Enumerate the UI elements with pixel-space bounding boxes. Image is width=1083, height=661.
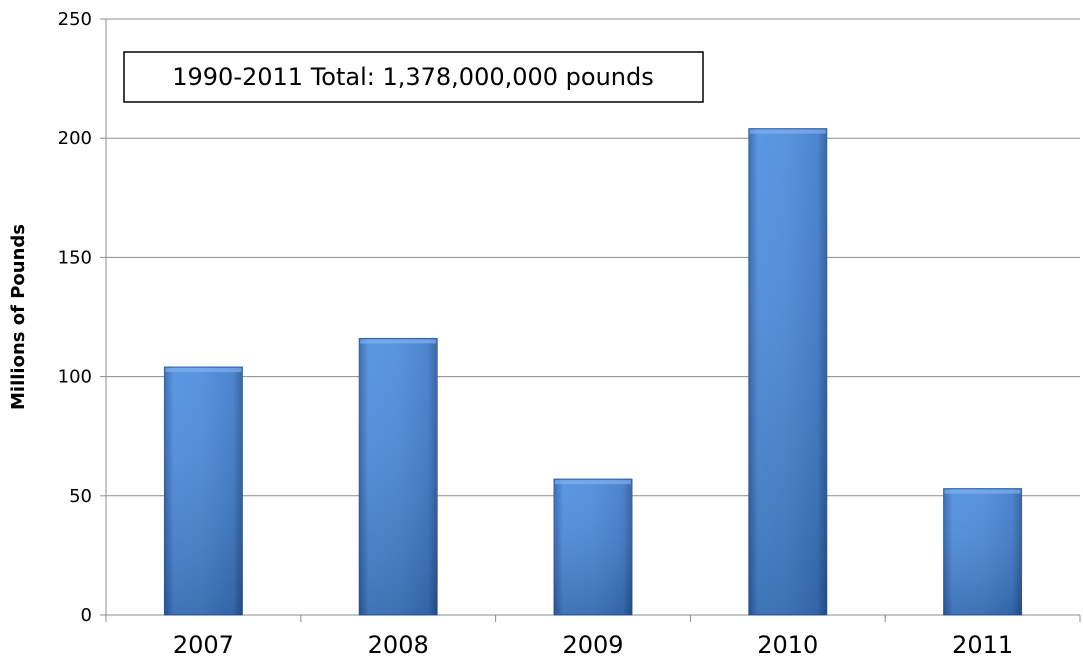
- y-axis-label: Millions of Pounds: [8, 224, 29, 410]
- annotation-text: 1990-2011 Total: 1,378,000,000 pounds: [172, 63, 654, 91]
- y-tick-label: 50: [69, 486, 92, 507]
- gridlines: [106, 18, 1080, 497]
- bar: [748, 128, 828, 616]
- bar: [553, 478, 633, 616]
- y-tick-label: 0: [81, 605, 92, 626]
- bar: [943, 488, 1023, 616]
- bar-highlight: [749, 129, 826, 134]
- y-tick-label: 100: [58, 367, 92, 388]
- x-tick-label: 2010: [757, 631, 818, 659]
- annotation-box: 1990-2011 Total: 1,378,000,000 pounds: [123, 51, 704, 103]
- bar-highlight: [360, 339, 437, 344]
- x-tick-label: 2009: [562, 631, 623, 659]
- y-tick-label: 200: [58, 128, 92, 149]
- y-tick-label: 250: [58, 9, 92, 30]
- bar-shade: [943, 488, 1022, 615]
- bar: [358, 337, 438, 616]
- bar-shade: [554, 479, 632, 615]
- x-tick-label: 2008: [368, 631, 429, 659]
- bar: [163, 366, 243, 616]
- bar-highlight: [944, 489, 1021, 494]
- y-tick-label: 150: [58, 247, 92, 268]
- bar-highlight: [165, 368, 242, 373]
- bar-shade: [748, 128, 827, 615]
- bar-shade: [359, 338, 438, 615]
- bar-highlight: [555, 480, 631, 485]
- y-tick-labels: 0 50 100 150 200 250: [58, 9, 92, 626]
- x-tick-label: 2011: [952, 631, 1013, 659]
- bars: [163, 128, 1023, 616]
- x-tick-label: 2007: [173, 631, 234, 659]
- bar-shade: [164, 367, 243, 615]
- x-tick-labels: 2007 2008 2009 2010 2011: [173, 631, 1013, 659]
